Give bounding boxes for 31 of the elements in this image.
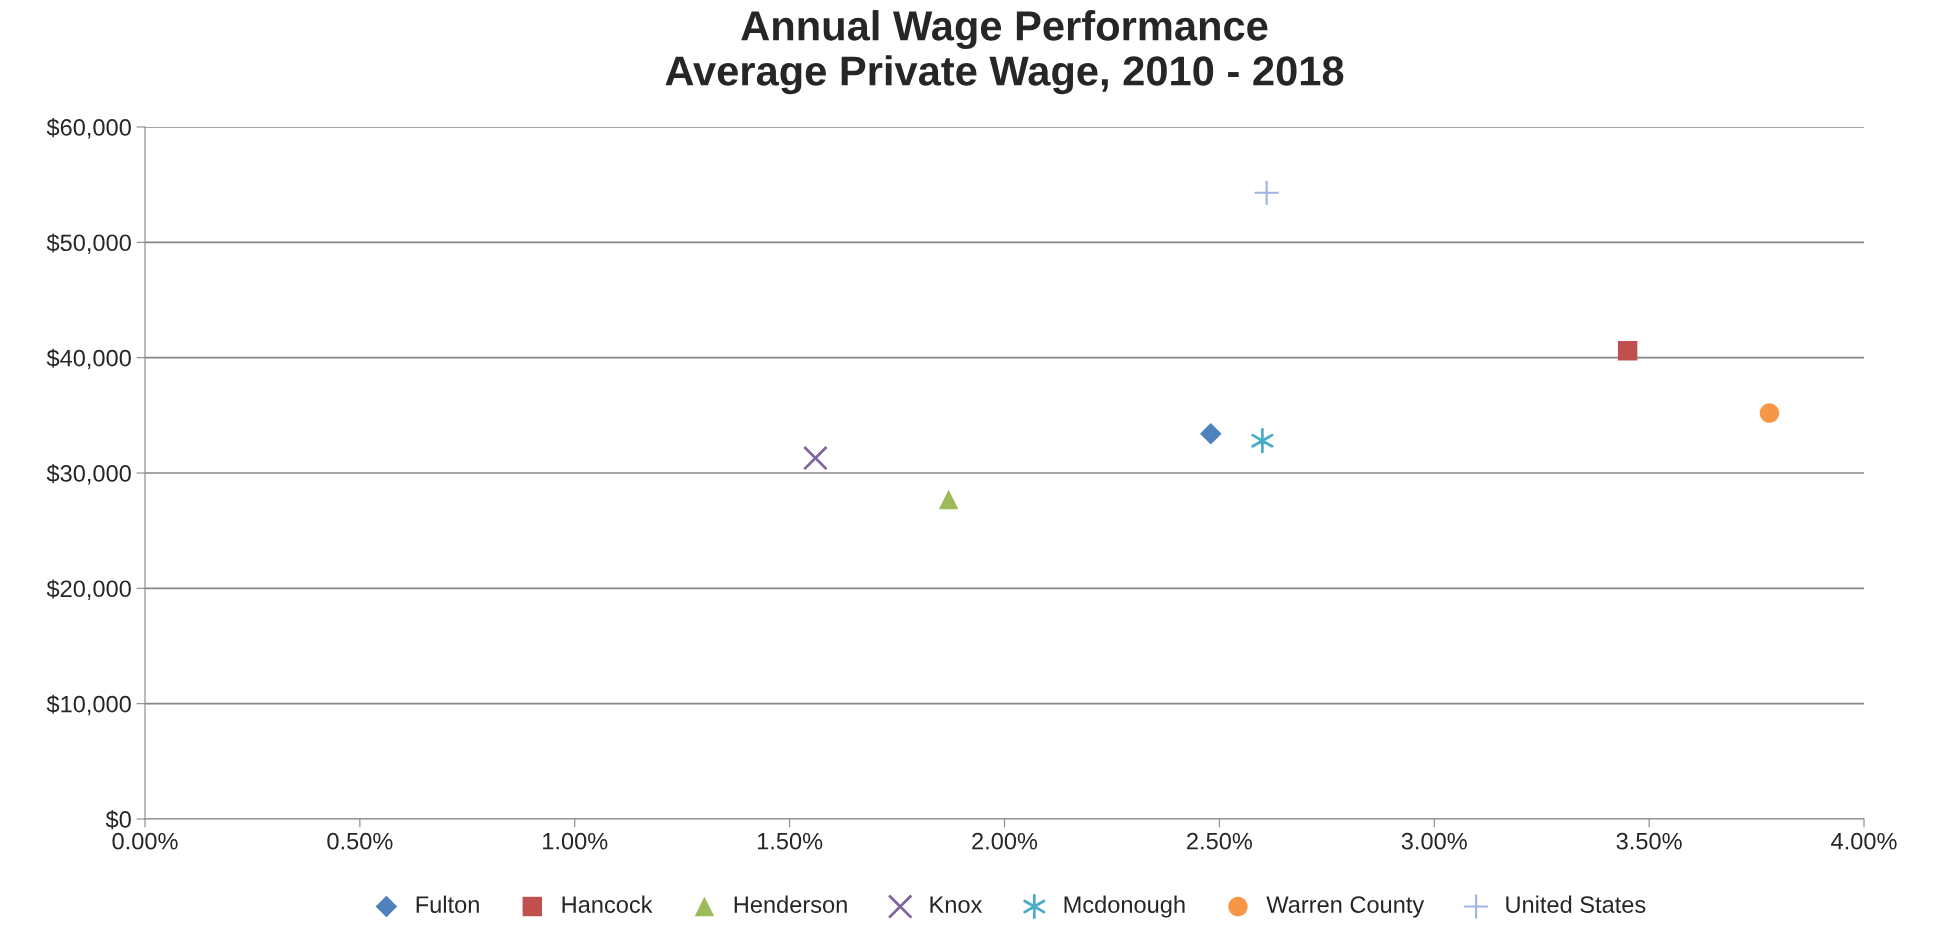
y-tick-label: $0 — [105, 810, 131, 830]
legend-label: United States — [1506, 895, 1646, 913]
y-tick-label: $50,000 — [46, 233, 131, 254]
legend-label: Knox — [930, 896, 983, 913]
x-tick-label: 0.50% — [327, 832, 393, 850]
x-tick-label: 1.50% — [757, 832, 823, 850]
legend-label: Fulton — [416, 895, 479, 913]
y-tick-label: $60,000 — [46, 118, 131, 139]
x-tick-label: 2.50% — [1187, 832, 1253, 850]
legend-label: Mcdonough — [1064, 895, 1185, 918]
point — [1759, 403, 1780, 423]
point — [1251, 428, 1274, 454]
x-tick-label: 0.00% — [112, 832, 178, 850]
point — [802, 445, 828, 471]
x-tick-label: 3.00% — [1401, 832, 1467, 850]
legend-label: Hancock — [562, 895, 653, 913]
point — [938, 489, 959, 510]
point — [1617, 341, 1638, 361]
y-tick-label: $40,000 — [46, 348, 131, 370]
chart-title: Annual Wage Performance Average Private Wage, 2010 - 2018 — [665, 10, 1344, 95]
point — [1254, 180, 1279, 205]
x-tick-label: 2.00% — [972, 832, 1038, 850]
y-tick-label: $10,000 — [46, 694, 131, 716]
y-tick-label: $30,000 — [46, 464, 131, 485]
x-tick-label: 3.50% — [1616, 832, 1682, 850]
y-tick-label: $20,000 — [46, 579, 131, 600]
legend-label: Warren County — [1266, 896, 1425, 918]
x-tick-label: 4.00% — [1831, 832, 1897, 850]
x-tick-label: 1.00% — [543, 832, 608, 850]
point — [1199, 422, 1222, 445]
legend-label: Henderson — [734, 895, 847, 913]
